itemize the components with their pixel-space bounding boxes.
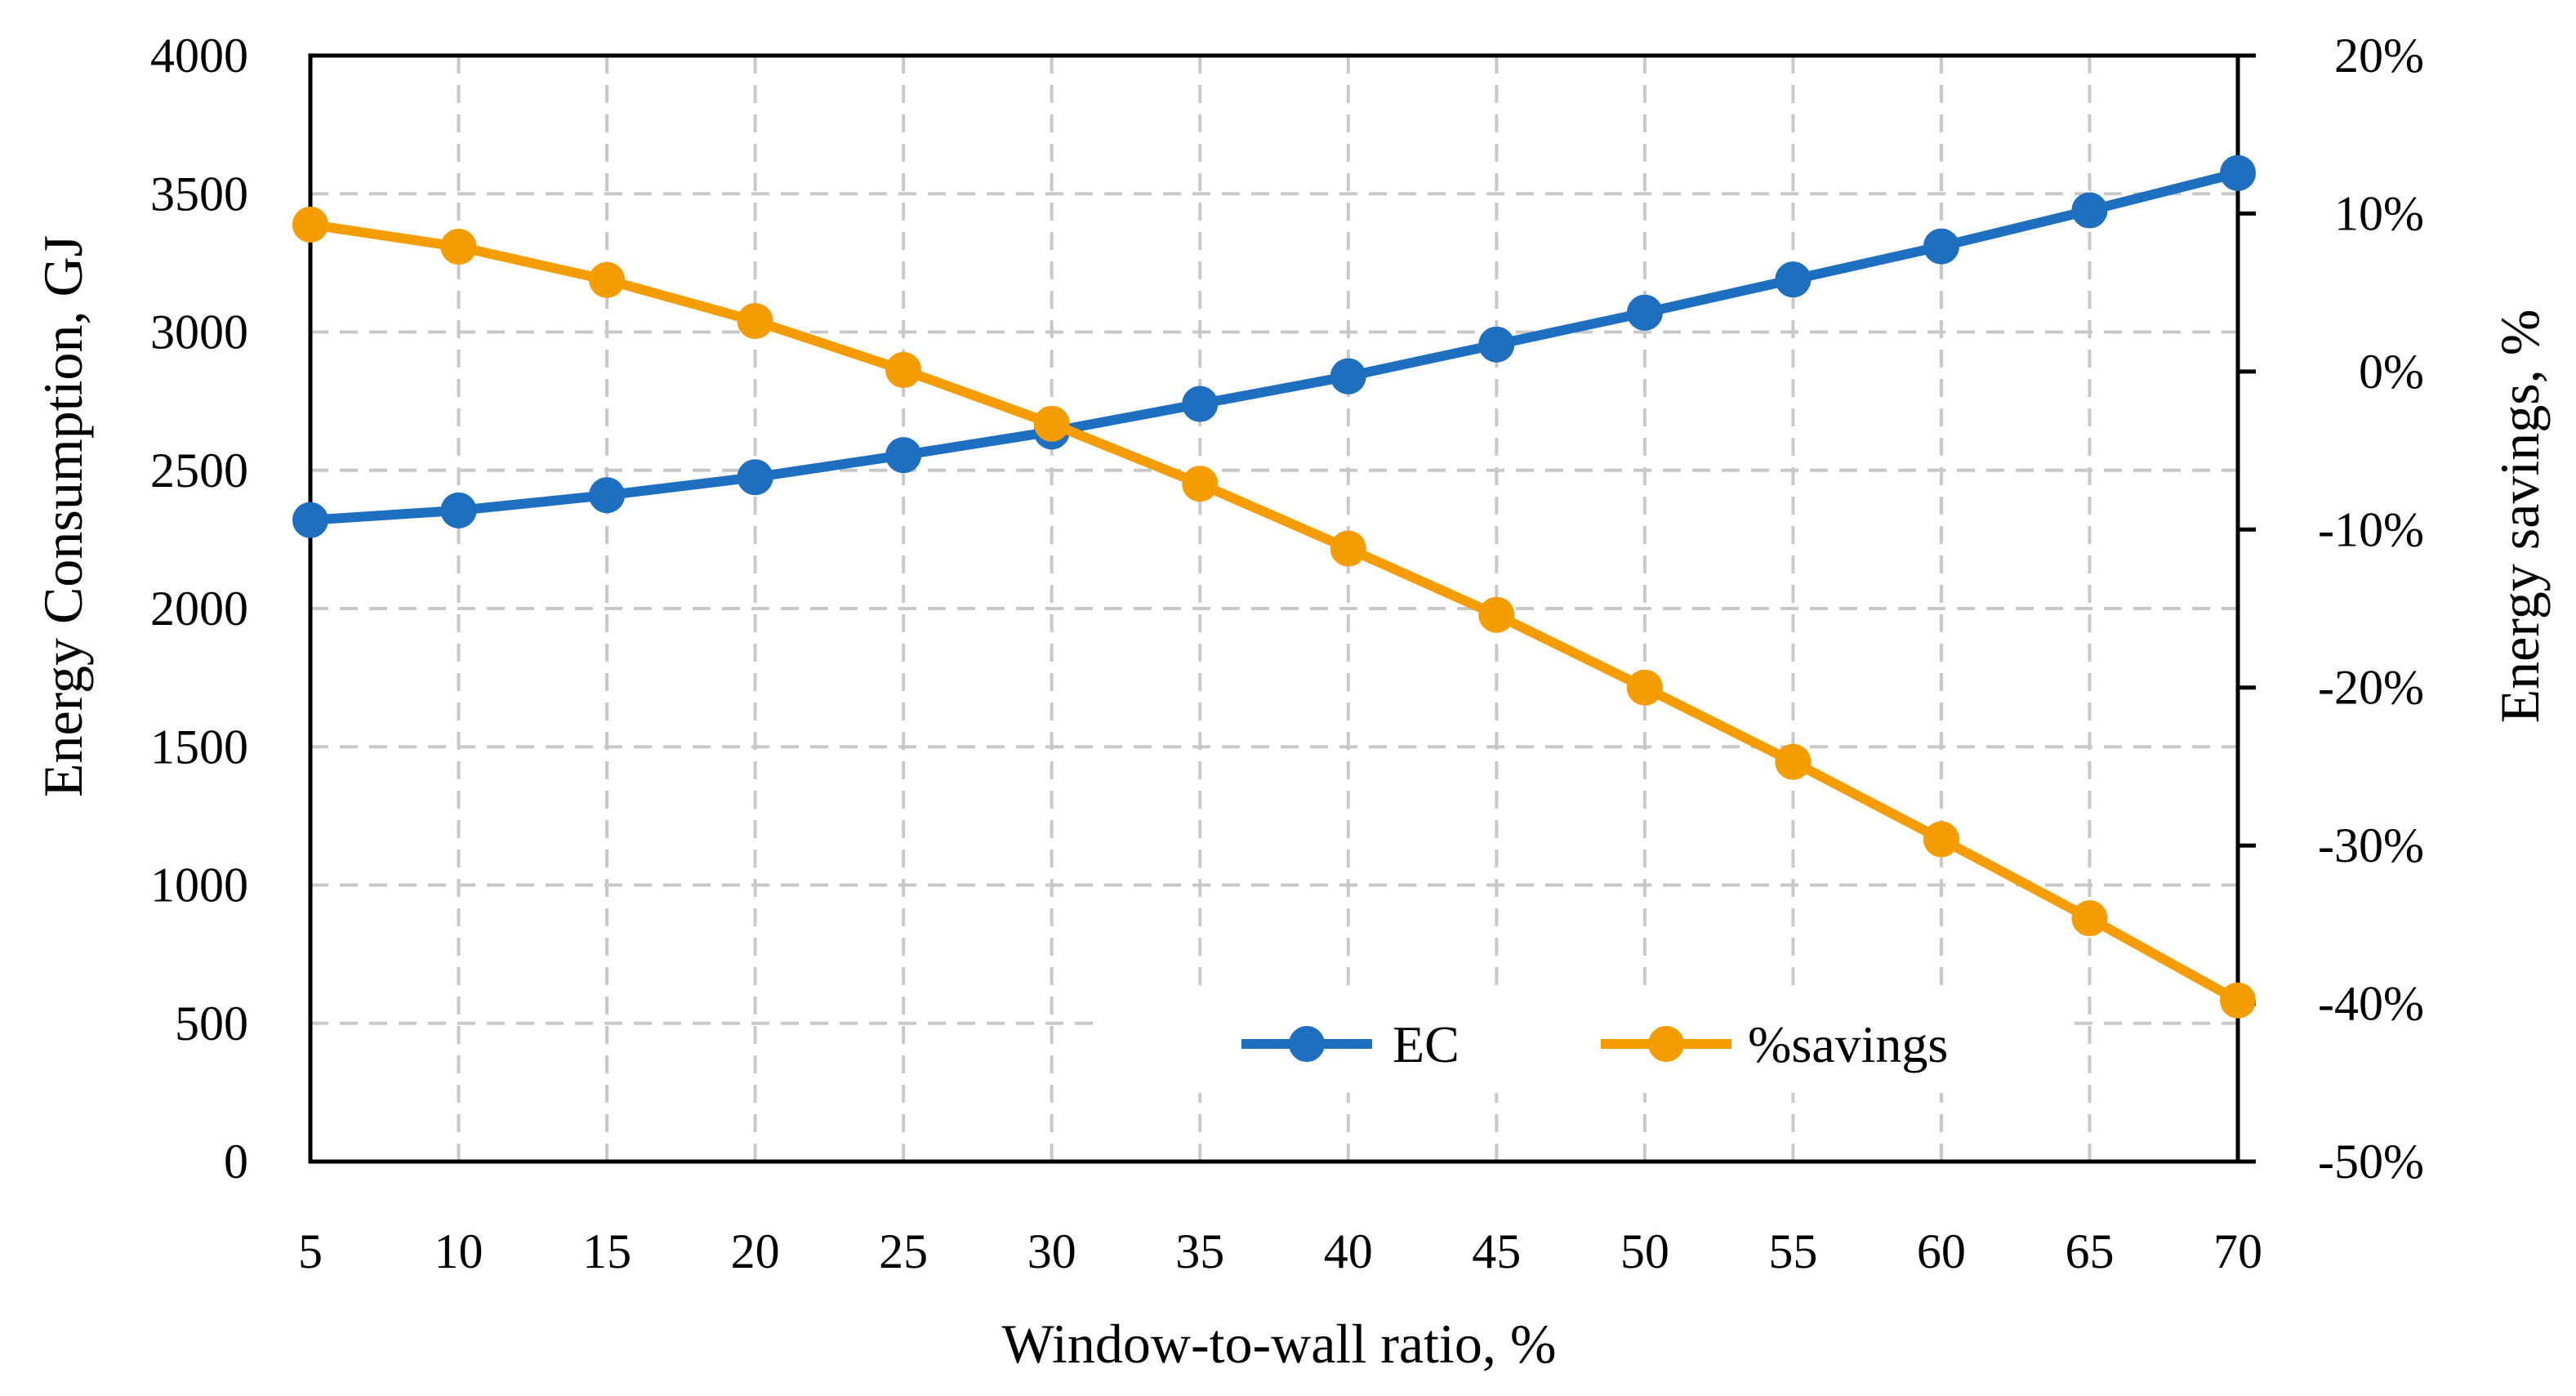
y-tick-label-4000: 4000 xyxy=(150,29,248,83)
y-tick-label-500: 500 xyxy=(175,997,248,1050)
point-%savings-50 xyxy=(1626,669,1663,706)
x-tick-label-10: 10 xyxy=(435,1224,484,1278)
x-tick-label-5: 5 xyxy=(298,1224,323,1278)
point-%savings-20 xyxy=(737,302,773,339)
y2-tick-label-0%: 0% xyxy=(2359,345,2424,399)
y-tick-label-1500: 1500 xyxy=(150,720,248,774)
point-EC-10 xyxy=(440,492,477,529)
x-tick-label-70: 70 xyxy=(2213,1224,2262,1278)
point-EC-25 xyxy=(885,437,922,474)
point-%savings-55 xyxy=(1775,743,1812,780)
point-%savings-65 xyxy=(2071,900,2108,937)
legend-label-EC: EC xyxy=(1393,1015,1460,1073)
y-tick-label-1000: 1000 xyxy=(150,859,248,912)
x-tick-label-45: 45 xyxy=(1472,1224,1521,1278)
point-%savings-70 xyxy=(2220,982,2256,1019)
y2-tick-label-20%: 20% xyxy=(2334,29,2424,83)
legend: EC %savings xyxy=(1103,987,2066,1093)
point-EC-35 xyxy=(1182,386,1219,422)
point-%savings-60 xyxy=(1923,821,1959,858)
gridlines xyxy=(309,56,2240,1162)
y2-tick-label--20%: -20% xyxy=(2318,661,2424,715)
point-%savings-25 xyxy=(885,351,922,388)
y2-tick-label--40%: -40% xyxy=(2318,977,2424,1031)
point-%savings-15 xyxy=(589,261,626,298)
y2-tick-label--30%: -30% xyxy=(2318,818,2424,872)
point-%savings-45 xyxy=(1478,596,1515,633)
x-tick-label-40: 40 xyxy=(1324,1224,1373,1278)
point-%savings-30 xyxy=(1033,405,1070,442)
point-EC-45 xyxy=(1478,326,1515,363)
x-tick-label-50: 50 xyxy=(1620,1224,1669,1278)
x-tick-label-30: 30 xyxy=(1027,1224,1076,1278)
series-lines xyxy=(292,154,2256,1019)
x-tick-label-65: 65 xyxy=(2065,1224,2114,1278)
x-tick-label-60: 60 xyxy=(1917,1224,1966,1278)
series-line-%savings xyxy=(305,219,2243,1006)
tick-labels: 5 10 15 20 25 30 35 40 45 50 55 60 65 70 0 500 1000 1500 2… xyxy=(150,29,2424,1278)
point-EC-40 xyxy=(1330,358,1366,395)
y-axis-title: Energy Consumption, GJ xyxy=(32,235,94,797)
point-EC-70 xyxy=(2220,154,2256,191)
point-%savings-5 xyxy=(292,206,328,243)
point-%savings-10 xyxy=(440,229,477,265)
y-tick-label-3500: 3500 xyxy=(150,167,248,221)
y2-tick-label--50%: -50% xyxy=(2318,1135,2424,1189)
point-EC-55 xyxy=(1775,261,1812,298)
point-EC-5 xyxy=(292,502,328,538)
y-tick-label-3000: 3000 xyxy=(150,306,248,359)
x-tick-label-15: 15 xyxy=(582,1224,631,1278)
x-tick-label-35: 35 xyxy=(1175,1224,1224,1278)
y2-tick-label--10%: -10% xyxy=(2318,502,2424,556)
y-tick-label-2000: 2000 xyxy=(150,582,248,636)
legend-label-%savings: %savings xyxy=(1748,1015,1948,1073)
y2-axis-title: Energy savings, % xyxy=(2489,310,2551,724)
y-tick-label-0: 0 xyxy=(224,1135,248,1189)
point-%savings-35 xyxy=(1182,466,1219,502)
x-tick-label-25: 25 xyxy=(879,1224,928,1278)
point-EC-15 xyxy=(589,477,626,514)
point-EC-50 xyxy=(1626,294,1663,331)
point-EC-65 xyxy=(2071,192,2108,229)
point-EC-20 xyxy=(737,459,773,496)
x-axis-title: Window-to-wall ratio, % xyxy=(1002,1313,1557,1375)
series-line-EC xyxy=(305,167,2243,525)
legend-marker-%savings xyxy=(1648,1026,1684,1062)
plot-border xyxy=(308,53,2240,1164)
point-EC-60 xyxy=(1923,228,1959,265)
y-tick-label-2500: 2500 xyxy=(150,444,248,497)
x-tick-label-20: 20 xyxy=(731,1224,780,1278)
legend-marker-EC xyxy=(1289,1026,1325,1062)
y2-tick-label-10%: 10% xyxy=(2334,186,2424,240)
x-tick-label-55: 55 xyxy=(1768,1224,1817,1278)
point-%savings-40 xyxy=(1330,530,1366,567)
